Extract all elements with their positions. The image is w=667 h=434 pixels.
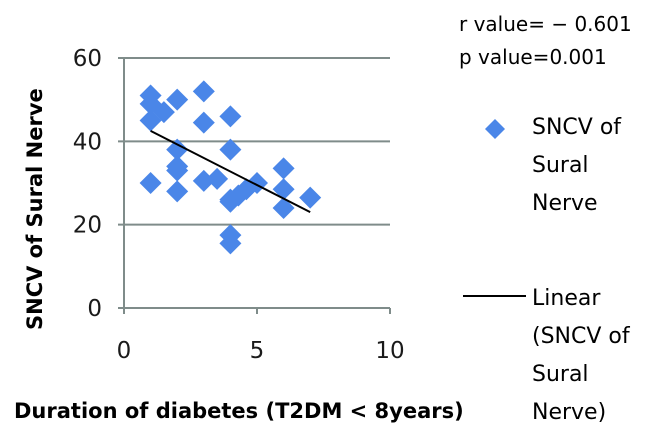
legend-points-label-line: SNCV of — [532, 115, 622, 140]
legend-line-label-line: Nerve) — [532, 400, 607, 425]
tick-labels: 0 20 40 60 0 5 10 — [73, 46, 405, 364]
data-point — [166, 159, 189, 182]
y-tick-label: 60 — [73, 46, 102, 72]
legend-line-label-line: Sural — [532, 362, 589, 387]
y-tick-label: 0 — [87, 296, 102, 322]
data-point — [272, 178, 295, 201]
legend-points-label: SNCV of Sural Nerve — [532, 109, 621, 223]
data-point — [166, 88, 189, 111]
trendline-group — [150, 130, 311, 214]
y-tick-label: 20 — [73, 213, 102, 239]
data-points — [139, 80, 322, 255]
y-tick-label: 40 — [73, 129, 102, 155]
gridlines — [118, 57, 390, 226]
data-point — [192, 111, 215, 134]
legend — [463, 119, 526, 297]
data-point — [219, 138, 242, 161]
axes — [118, 58, 391, 314]
r-value-annotation: r value= − 0.601 — [459, 12, 632, 36]
y-axis-title: SNCV of Sural Nerve — [23, 88, 47, 330]
legend-points-label-line: Nerve — [532, 191, 598, 216]
data-point — [166, 138, 189, 161]
trendline — [150, 130, 311, 214]
data-point — [219, 232, 242, 255]
data-point — [206, 167, 229, 190]
data-point — [299, 186, 322, 209]
legend-line-label-line: (SNCV of — [532, 324, 630, 349]
x-axis-title: Duration of diabetes (T2DM < 8years) — [14, 399, 464, 423]
x-tick-label: 10 — [375, 338, 404, 364]
legend-line-label-line: Linear — [532, 286, 601, 311]
data-point — [219, 105, 242, 128]
x-tick-label: 0 — [117, 338, 132, 364]
legend-line-label: Linear (SNCV of Sural Nerve) — [532, 280, 630, 432]
data-point — [152, 101, 175, 124]
data-point — [139, 172, 162, 194]
legend-points-label-line: Sural — [532, 153, 589, 178]
data-point — [192, 169, 215, 192]
data-point — [272, 197, 295, 219]
p-value-annotation: p value=0.001 — [459, 45, 607, 69]
data-point — [272, 157, 295, 180]
data-point — [192, 80, 215, 103]
data-point — [166, 180, 189, 203]
legend-diamond-marker — [485, 119, 505, 139]
x-tick-label: 5 — [250, 338, 265, 364]
